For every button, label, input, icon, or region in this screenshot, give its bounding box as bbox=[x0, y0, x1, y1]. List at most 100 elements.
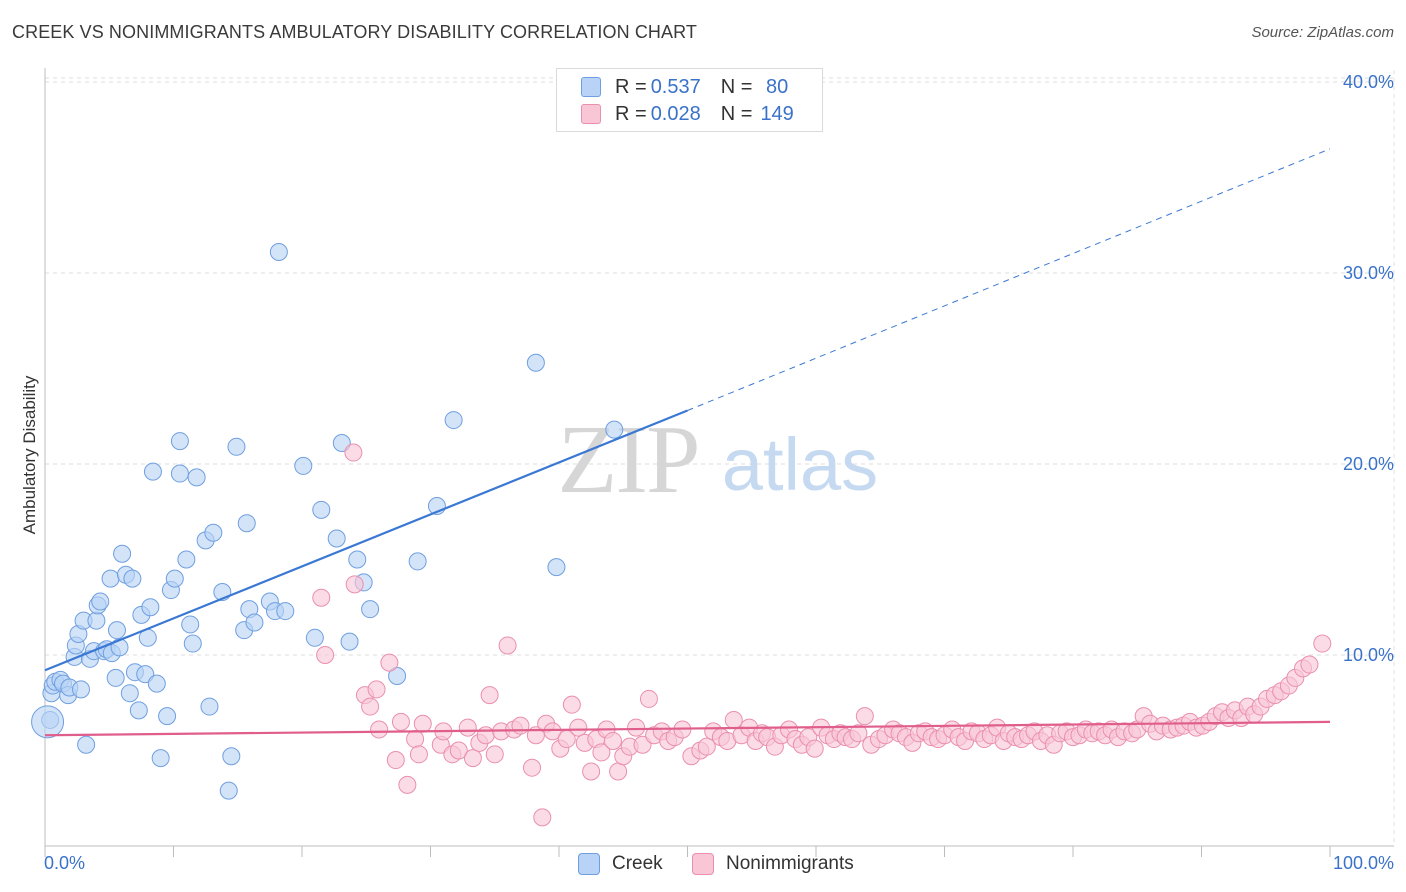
creek-point bbox=[77, 735, 96, 754]
creek-point bbox=[143, 462, 162, 481]
nonimmigrants-point bbox=[569, 718, 588, 737]
creek-point bbox=[187, 468, 206, 487]
watermark-atlas: atlas bbox=[722, 423, 878, 506]
creek-point bbox=[165, 569, 184, 588]
legend-swatch-nonimmigrants bbox=[581, 104, 601, 124]
x-tick-label-max: 100.0% bbox=[1333, 853, 1394, 873]
trend-lines bbox=[44, 148, 1331, 737]
nonimmigrants-point bbox=[370, 720, 389, 739]
nonimmigrants-point bbox=[413, 714, 432, 733]
creek-point bbox=[219, 781, 238, 800]
nonimmigrants-point bbox=[639, 689, 658, 708]
creek-point bbox=[158, 707, 177, 726]
creek-point bbox=[312, 500, 331, 519]
creek-point bbox=[101, 569, 120, 588]
nonimmigrants-point bbox=[391, 712, 410, 731]
legend: R = 0.537 N = 80 R = 0.028 N = 149 bbox=[556, 68, 823, 132]
creek-point bbox=[237, 514, 256, 533]
creek-point bbox=[147, 674, 166, 693]
creek-point bbox=[269, 242, 288, 261]
nonimmigrants-point bbox=[849, 724, 868, 743]
legend-r-label: R = bbox=[615, 102, 647, 125]
nonimmigrants-point bbox=[312, 588, 331, 607]
creek-point bbox=[91, 592, 110, 611]
creek-point bbox=[129, 701, 148, 720]
bottom-legend-creek: Creek bbox=[578, 851, 663, 877]
nonimmigrants-trend-line bbox=[44, 720, 1331, 737]
creek-point bbox=[204, 523, 223, 542]
creek-point bbox=[107, 621, 126, 640]
nonimmigrants-point bbox=[697, 737, 716, 756]
chart-title: CREEK VS NONIMMIGRANTS AMBULATORY DISABI… bbox=[12, 22, 698, 42]
y-tick-label: 20.0% bbox=[1343, 454, 1394, 474]
legend-n-label: N = bbox=[720, 75, 753, 98]
watermark-zip: ZIP bbox=[558, 406, 699, 514]
nonimmigrants-point bbox=[582, 762, 601, 781]
nonimmigrants-point bbox=[1300, 655, 1319, 674]
creek-point bbox=[181, 615, 200, 634]
watermark: ZIP atlas bbox=[558, 406, 879, 514]
y-tick-label: 10.0% bbox=[1343, 645, 1394, 665]
creek-point bbox=[332, 433, 351, 452]
creek-point bbox=[106, 668, 125, 687]
creek-point bbox=[547, 558, 566, 577]
creek-point bbox=[408, 552, 427, 571]
creek-point bbox=[526, 353, 545, 372]
creek-point bbox=[110, 638, 129, 657]
bottom-legend-nonimmigrants: Nonimmigrants bbox=[692, 851, 854, 877]
creek-point bbox=[276, 602, 295, 621]
creek-point bbox=[444, 411, 463, 430]
y-tick-label: 30.0% bbox=[1343, 263, 1394, 283]
nonimmigrants-point bbox=[533, 808, 552, 827]
nonimmigrants-point bbox=[409, 745, 428, 764]
legend-r-label: R = bbox=[615, 75, 647, 98]
creek-point bbox=[141, 598, 160, 617]
nonimmigrants-point bbox=[855, 707, 874, 726]
nonimmigrants-point bbox=[543, 722, 562, 741]
nonimmigrants-point bbox=[344, 443, 363, 462]
source-credit: Source: ZipAtlas.com bbox=[1251, 24, 1394, 41]
legend-n-label: N = bbox=[720, 102, 753, 125]
nonimmigrants-point bbox=[609, 762, 628, 781]
nonimmigrants-point bbox=[449, 741, 468, 760]
creek-point bbox=[348, 550, 367, 569]
creek-point bbox=[113, 544, 132, 563]
nonimmigrants-point bbox=[386, 751, 405, 770]
nonimmigrants-point bbox=[398, 775, 417, 794]
creek-point bbox=[294, 456, 313, 475]
creek-point bbox=[227, 437, 246, 456]
nonimmigrants-point bbox=[1313, 634, 1332, 653]
creek-points bbox=[31, 242, 624, 800]
nonimmigrants-point bbox=[463, 749, 482, 768]
nonimmigrants-point bbox=[511, 716, 530, 735]
nonimmigrants-point bbox=[627, 718, 646, 737]
bottom-legend-label-creek: Creek bbox=[612, 853, 663, 874]
creek-point bbox=[87, 611, 106, 630]
nonimmigrants-point bbox=[480, 686, 499, 705]
creek-point bbox=[120, 684, 139, 703]
nonimmigrants-point bbox=[592, 743, 611, 762]
creek-point bbox=[31, 705, 65, 739]
nonimmigrants-point bbox=[485, 745, 504, 764]
nonimmigrants-point bbox=[406, 730, 425, 749]
creek-point bbox=[340, 632, 359, 651]
legend-n-value: 80 bbox=[760, 75, 789, 98]
bottom-legend-swatch-creek bbox=[578, 853, 600, 875]
nonimmigrants-point bbox=[523, 758, 542, 777]
nonimmigrants-point bbox=[603, 731, 622, 750]
creek-point bbox=[245, 613, 264, 632]
nonimmigrants-point bbox=[458, 718, 477, 737]
creek-point bbox=[327, 529, 346, 548]
bottom-legend-swatch-nonimmigrants bbox=[692, 853, 714, 875]
bottom-legend-label-nonimmigrants: Nonimmigrants bbox=[726, 853, 854, 874]
legend-swatch-creek bbox=[581, 77, 601, 97]
nonimmigrants-point bbox=[361, 697, 380, 716]
creek-point bbox=[388, 667, 407, 686]
creek-point bbox=[151, 749, 170, 768]
legend-row-creek: R = 0.537 N = 80 bbox=[581, 75, 788, 99]
nonimmigrants-point bbox=[380, 653, 399, 672]
creek-point bbox=[361, 600, 380, 619]
creek-point bbox=[136, 665, 155, 684]
creek-point bbox=[605, 420, 624, 439]
